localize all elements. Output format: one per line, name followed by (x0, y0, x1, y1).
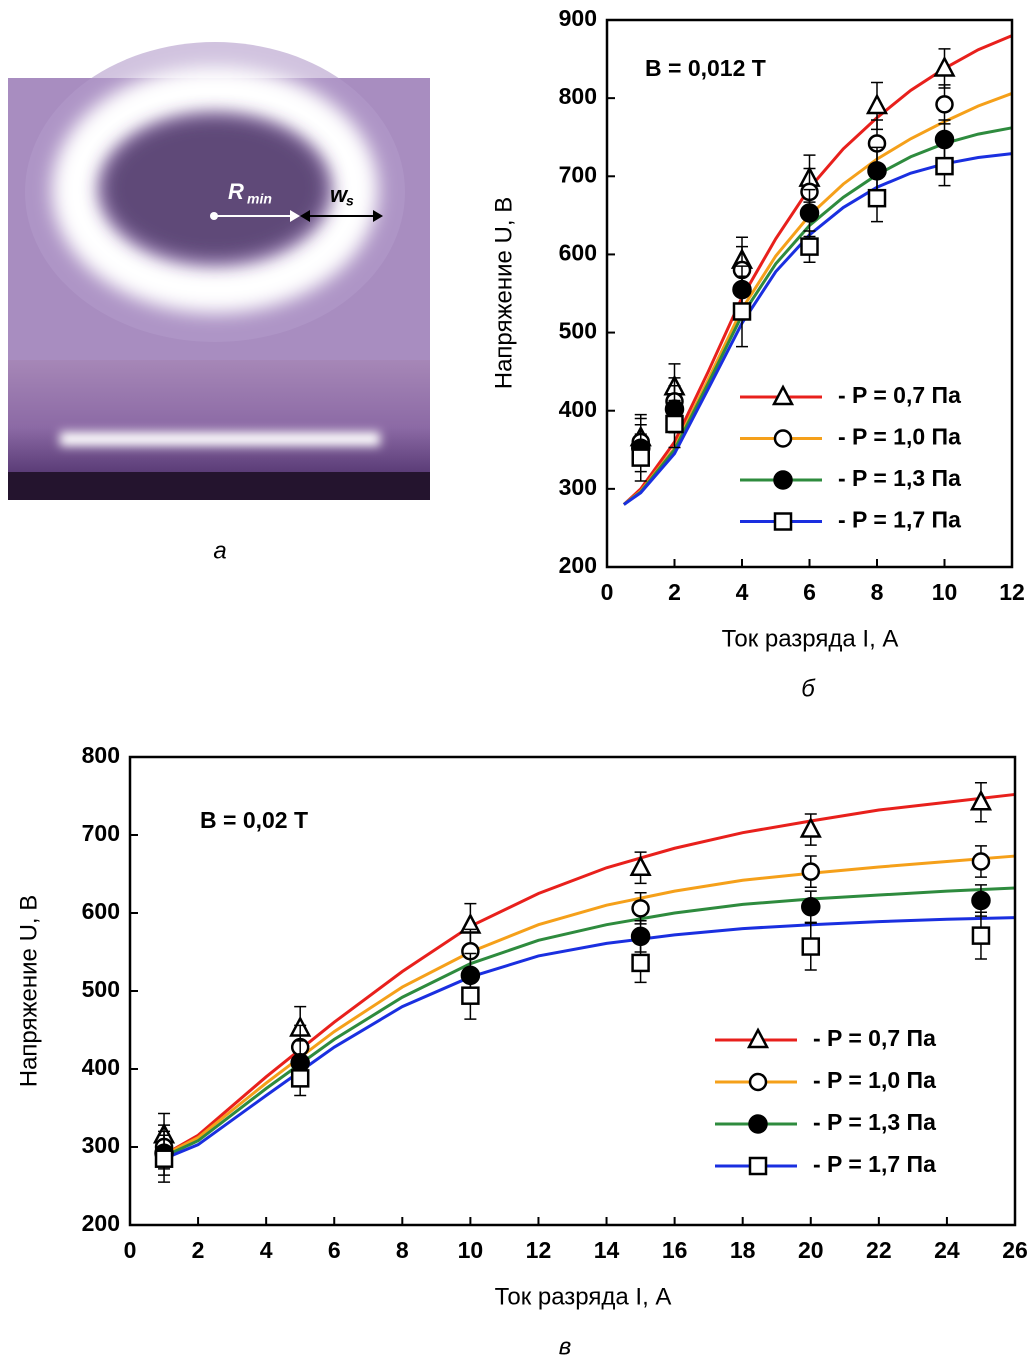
x-tick-label: 26 (1002, 1237, 1028, 1263)
marker-triangle (799, 816, 822, 838)
y-tick-label: 500 (82, 976, 120, 1002)
legend-label: - P = 1,3 Па (813, 1109, 936, 1135)
marker-filled-circle (801, 897, 821, 917)
x-tick-label: 4 (736, 579, 749, 605)
plot-frame (605, 18, 1014, 569)
x-tick-label: 2 (668, 579, 681, 605)
marker-square (154, 1149, 174, 1168)
marker-filled-circle (630, 926, 651, 947)
x-tick-label: 24 (934, 1237, 960, 1263)
legend-label: - P = 0,7 Па (813, 1025, 936, 1051)
x-tick-label: 6 (803, 579, 816, 605)
y-tick-label: 600 (559, 240, 597, 266)
r-sub: min (247, 191, 272, 207)
marker-square (935, 156, 954, 176)
caption: б (801, 675, 816, 702)
marker-circle (935, 95, 954, 114)
fit-line (163, 792, 1016, 1157)
caption: а (213, 537, 226, 564)
marker-square (461, 986, 480, 1005)
x-tick-label: 4 (260, 1237, 273, 1263)
marker-square (801, 937, 821, 956)
annotation: B = 0,02 T (200, 807, 308, 833)
x-axis-label: Ток разряда I, А (722, 625, 899, 652)
legend-label: - P = 1,0 Па (813, 1067, 936, 1093)
x-tick-label: 16 (662, 1237, 688, 1263)
marker-circle (748, 1072, 768, 1092)
x-axis-label: Ток разряда I, А (495, 1283, 672, 1310)
x-tick-label: 12 (526, 1237, 552, 1263)
x-tick-label: 12 (999, 579, 1025, 605)
marker-triangle (771, 384, 795, 406)
legend-label: - P = 0,7 Па (838, 382, 961, 408)
legend-label: - P = 1,0 Па (838, 424, 961, 450)
y-tick-label: 800 (82, 742, 120, 768)
y-tick-label: 500 (559, 318, 597, 344)
x-tick-label: 0 (601, 579, 614, 605)
fit-line (163, 916, 1016, 1161)
y-tick-label: 800 (559, 83, 597, 109)
x-tick-label: 0 (124, 1237, 137, 1263)
caption: в (559, 1333, 572, 1360)
marker-circle (971, 852, 991, 871)
marker-triangle (865, 93, 889, 115)
y-tick-label: 700 (82, 820, 120, 846)
legend-label: - P = 1,7 Па (813, 1151, 936, 1177)
y-tick-label: 700 (559, 161, 597, 187)
marker-square (290, 1069, 310, 1088)
x-tick-label: 8 (871, 579, 884, 605)
marker-square (773, 512, 793, 531)
y-tick-label: 400 (82, 1054, 120, 1080)
marker-circle (773, 429, 793, 448)
x-tick-label: 8 (396, 1237, 409, 1263)
marker-square (867, 188, 887, 208)
y-axis-label: Напряжение U, В (490, 197, 517, 390)
marker-square (665, 414, 684, 434)
x-tick-label: 2 (192, 1237, 205, 1263)
y-tick-label: 200 (559, 552, 597, 578)
marker-filled-circle (799, 203, 820, 223)
x-tick-label: 10 (458, 1237, 484, 1263)
x-tick-label: 18 (730, 1237, 756, 1263)
w-label: w (330, 182, 349, 207)
x-tick-label: 10 (932, 579, 958, 605)
w-sub: s (346, 193, 354, 209)
marker-square (631, 953, 650, 973)
y-tick-label: 400 (559, 396, 597, 422)
plot-frame (128, 755, 1017, 1227)
legend-label: - P = 1,3 Па (838, 465, 961, 491)
marker-triangle (969, 789, 993, 811)
marker-circle (801, 862, 821, 881)
x-tick-label: 22 (866, 1237, 892, 1263)
legend-label: - P = 1,7 Па (838, 507, 961, 533)
y-tick-label: 200 (82, 1210, 120, 1236)
marker-filled-circle (773, 470, 793, 490)
marker-triangle (746, 1027, 770, 1049)
fit-line (163, 886, 1016, 1158)
marker-square (732, 302, 752, 321)
y-tick-label: 300 (559, 474, 597, 500)
y-tick-label: 600 (82, 898, 120, 924)
x-tick-label: 20 (798, 1237, 824, 1263)
r-label: R (228, 179, 244, 204)
photo: R min w s (8, 42, 430, 500)
marker-filled-circle (971, 890, 991, 911)
x-tick-label: 14 (594, 1237, 620, 1263)
y-axis-label: Напряжение U, В (15, 895, 42, 1088)
x-tick-label: 6 (328, 1237, 341, 1263)
marker-triangle (629, 855, 652, 877)
y-tick-label: 300 (82, 1132, 120, 1158)
y-tick-label: 900 (559, 5, 597, 31)
marker-triangle (933, 55, 956, 77)
marker-square (748, 1156, 768, 1176)
annotation: B = 0,012 T (645, 55, 766, 81)
marker-filled-circle (934, 129, 955, 150)
marker-square (800, 237, 819, 256)
fit-line (163, 854, 1016, 1157)
marker-filled-circle (748, 1114, 768, 1134)
marker-square (971, 926, 991, 945)
marker-square (631, 448, 650, 467)
marker-circle (631, 899, 650, 918)
